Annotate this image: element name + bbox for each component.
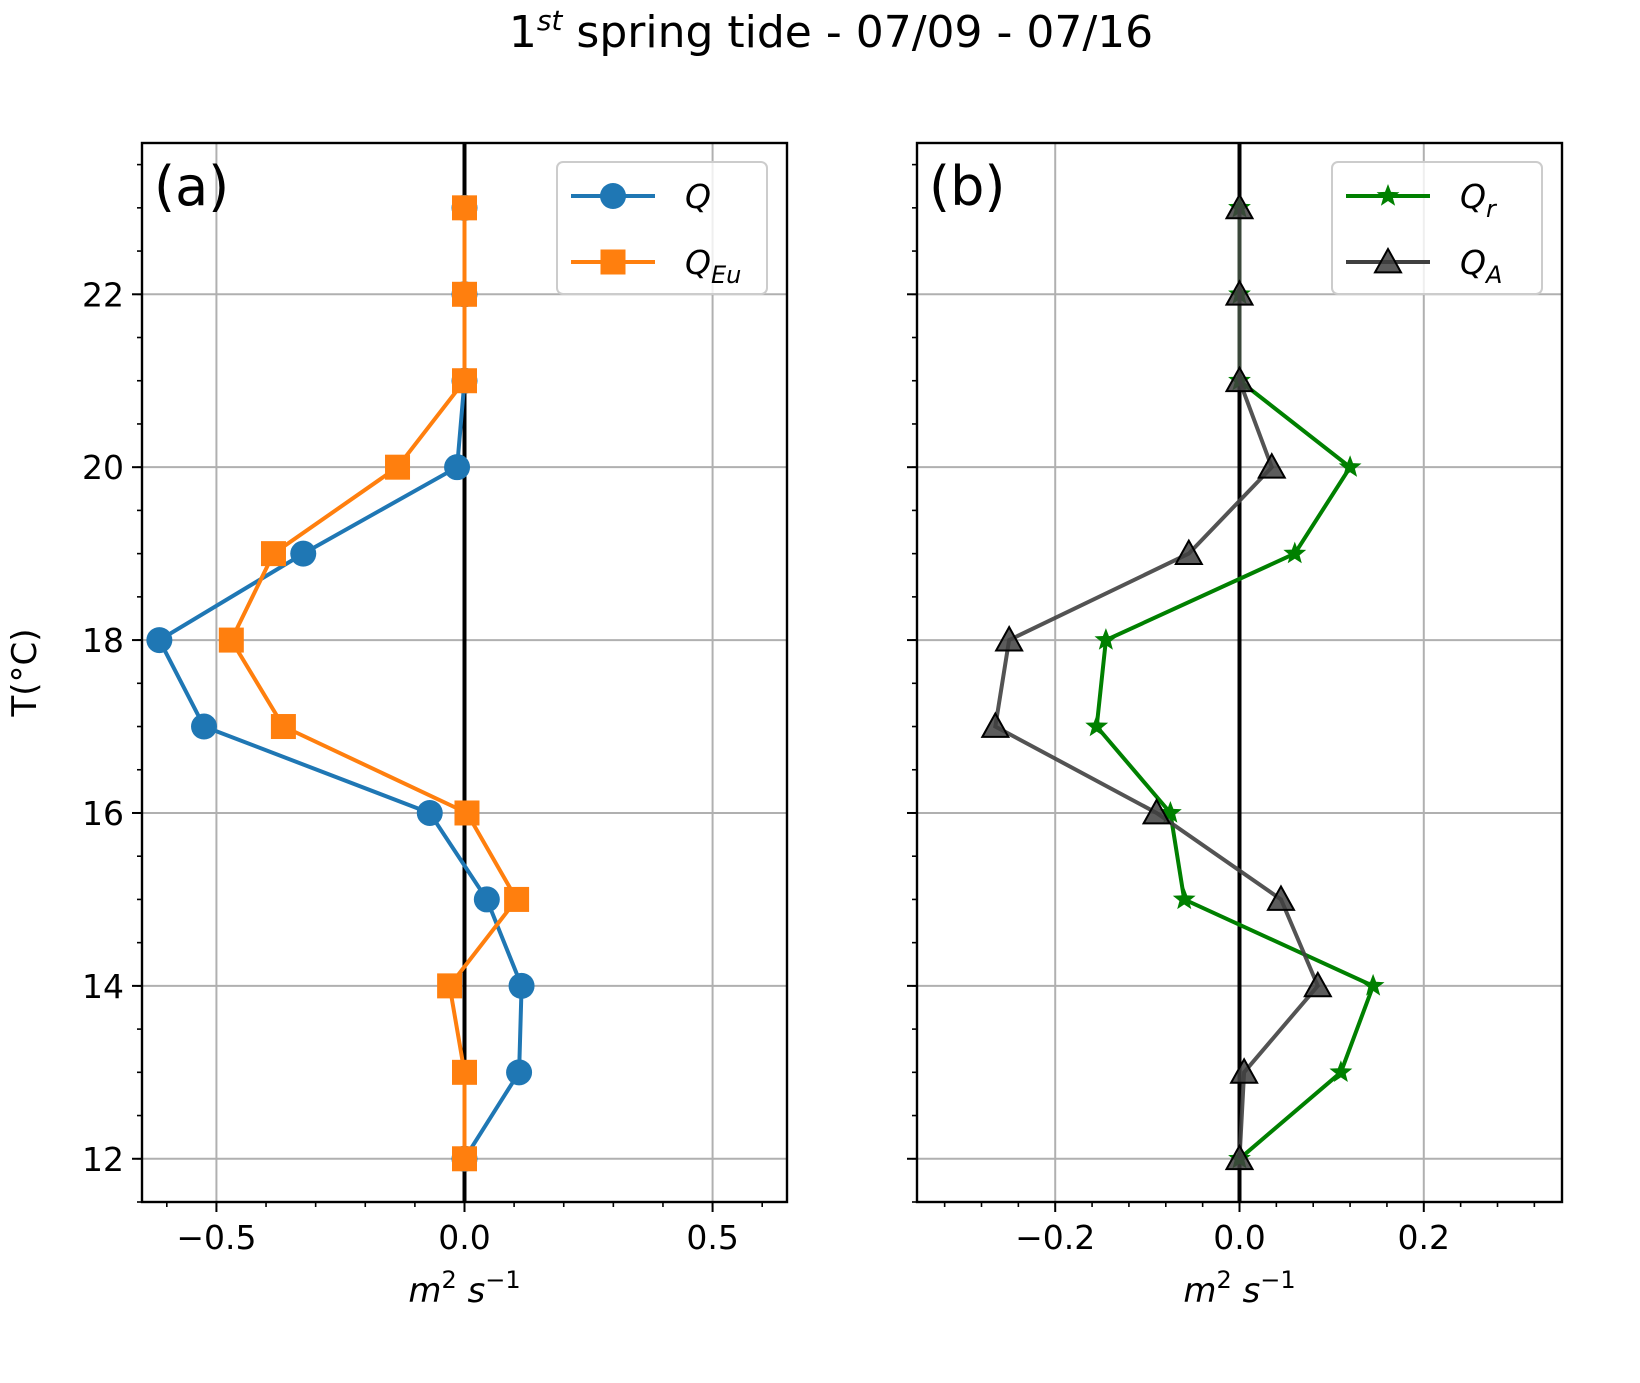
x-tick-label: 0.2	[1398, 1218, 1450, 1257]
x-axis-label-mid: s	[457, 1271, 486, 1311]
legend-label-QEu: QEu	[685, 243, 741, 289]
legend-label-QA: QA	[1460, 243, 1502, 289]
data-point-QEu	[454, 800, 480, 826]
panel-label: (b)	[929, 155, 1005, 218]
y-axis-label: T(°C)	[5, 628, 45, 717]
x-tick-label: −0.2	[1015, 1218, 1095, 1257]
title-sup: st	[537, 4, 564, 37]
x-tick-label: 0.0	[438, 1218, 490, 1257]
x-tick-label: 0.0	[1213, 1218, 1265, 1257]
legend-label-sub: Eu	[711, 261, 741, 289]
legend-label-base: Q	[685, 243, 711, 282]
data-point-QEu	[218, 627, 244, 653]
panel-label: (a)	[154, 155, 229, 218]
title-prefix: 1	[509, 7, 537, 58]
data-point-QA	[980, 711, 1011, 738]
x-axis-label-sup: 2	[441, 1266, 456, 1294]
x-tick-label: −0.5	[176, 1218, 256, 1257]
legend-label-sub: A	[1484, 261, 1502, 289]
data-point-QA	[1141, 797, 1172, 825]
data-point-QEu	[452, 1059, 477, 1085]
y-tick-label: 14	[82, 967, 124, 1006]
legend-label-base: Q	[1460, 243, 1486, 282]
data-point-Q	[146, 627, 173, 654]
legend-frame	[1331, 161, 1543, 295]
legend-label-Q: Q	[685, 177, 711, 216]
data-point-Q	[473, 886, 500, 913]
data-point-QEu	[260, 541, 286, 567]
series-line-QA	[993, 207, 1321, 1159]
data-point-QEu	[452, 1146, 477, 1172]
legend-marker-QA	[1373, 246, 1403, 274]
data-point-Q	[508, 972, 535, 999]
data-point-QA	[1224, 279, 1255, 306]
legend-marker-Qr	[1376, 184, 1400, 206]
data-point-Qr	[1329, 1060, 1353, 1082]
data-point-QEu	[452, 281, 477, 307]
y-tick-label: 12	[82, 1140, 124, 1179]
legend-marker-QEu	[600, 249, 626, 275]
legend-label-base: Q	[1460, 177, 1486, 216]
data-point-QA	[1229, 1057, 1259, 1084]
data-point-QA	[1224, 1143, 1255, 1171]
legend-marker-Q	[600, 183, 626, 209]
x-axis-label: m2 s−1	[408, 1266, 520, 1311]
x-axis-label-mid: s	[1232, 1271, 1261, 1311]
data-point-QA	[1224, 365, 1255, 393]
data-point-Qr	[1094, 628, 1118, 650]
data-point-Q	[290, 540, 317, 567]
data-point-Qr	[1172, 887, 1196, 910]
title-rest: spring tide - 07/09 - 07/16	[562, 7, 1153, 58]
x-axis-label: m2 s−1	[1183, 1266, 1295, 1311]
data-point-Q	[191, 713, 218, 740]
data-point-QEu	[270, 714, 296, 740]
figure-title: 1st spring tide - 07/09 - 07/16	[509, 4, 1153, 58]
data-point-QA	[994, 625, 1024, 652]
y-tick-label: 16	[82, 794, 124, 833]
legend-label-base: Q	[685, 177, 711, 216]
data-point-QA	[1174, 538, 1204, 566]
data-point-QEu	[452, 368, 477, 394]
data-point-Qr	[1338, 455, 1362, 477]
x-axis-label-sup: −1	[485, 1266, 520, 1294]
data-point-QEu	[504, 886, 530, 912]
y-tick-label: 20	[82, 448, 124, 487]
x-axis-label-base: m	[1183, 1271, 1216, 1311]
data-point-QEu	[385, 454, 411, 480]
data-point-QA	[1224, 192, 1255, 220]
data-point-QA	[1303, 970, 1333, 998]
data-point-QEu	[452, 195, 477, 221]
data-point-Qr	[1085, 714, 1109, 737]
data-point-Qr	[1159, 801, 1182, 823]
data-point-QA	[1266, 884, 1296, 911]
legend-label-sub: r	[1486, 195, 1498, 223]
series-line-QEu	[229, 207, 520, 1159]
x-axis-label-sup: 2	[1216, 1266, 1231, 1294]
series-line-Q	[156, 207, 524, 1160]
data-point-Qr	[1283, 541, 1307, 564]
data-point-Q	[506, 1059, 533, 1086]
data-point-QEu	[437, 973, 463, 999]
x-axis-label-base: m	[408, 1271, 441, 1311]
data-point-QA	[1257, 452, 1287, 479]
data-point-Q	[444, 454, 471, 481]
series-line-Qr	[1094, 207, 1376, 1161]
data-point-Q	[416, 799, 443, 826]
x-axis-label-sup: −1	[1260, 1266, 1295, 1294]
data-point-Qr	[1361, 973, 1385, 996]
legend-label-Qr: Qr	[1460, 177, 1498, 223]
x-tick-label: 0.5	[686, 1218, 738, 1257]
y-tick-label: 22	[82, 275, 124, 314]
y-tick-label: 18	[82, 621, 124, 660]
